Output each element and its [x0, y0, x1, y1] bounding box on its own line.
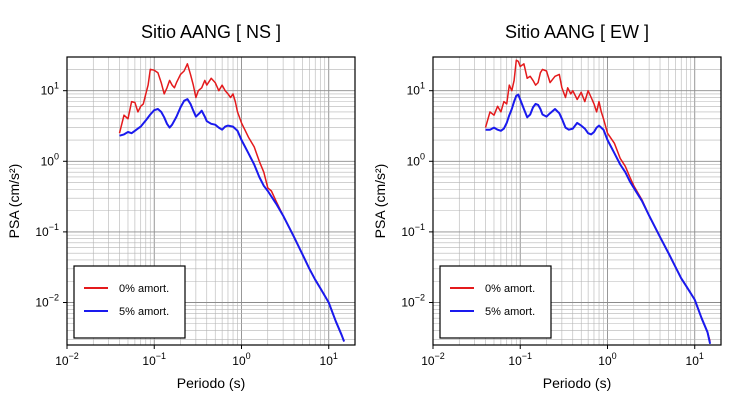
x-tick-label-base: 10 — [598, 354, 612, 368]
x-tick-label: 10−2 — [421, 351, 445, 368]
legend-box — [439, 265, 552, 339]
y-tick-label: 10−2 — [401, 292, 425, 309]
y-tick-label: 10−1 — [35, 222, 59, 239]
x-tick-label-base: 10 — [320, 354, 334, 368]
legend-label-2: 5% amort. — [485, 306, 535, 318]
legend-label-1: 0% amort. — [485, 283, 535, 295]
y-tick-label-exp: −1 — [49, 222, 59, 232]
y-tick-label-exp: −1 — [415, 222, 425, 232]
x-tick-label-base: 10 — [232, 354, 246, 368]
x-tick-label: 101 — [686, 351, 704, 368]
plot-frame — [66, 56, 356, 346]
x-tick-label: 10−1 — [508, 351, 532, 368]
x-tick-label-base: 10 — [55, 354, 69, 368]
x-tick-label-base: 10 — [142, 354, 156, 368]
y-tick-label-exp: −2 — [49, 292, 59, 302]
x-tick-label-exp: −1 — [156, 351, 166, 361]
series-line-2 — [485, 93, 712, 345]
y-tick-label-base: 10 — [401, 225, 415, 239]
y-tick-label-base: 10 — [35, 225, 49, 239]
y-tick-label: 101 — [407, 81, 425, 98]
legend: 0% amort. 5% amort. — [439, 265, 552, 339]
y-tick-label-base: 10 — [407, 84, 421, 98]
x-tick-label: 101 — [320, 351, 338, 368]
x-tick-label-exp: 0 — [612, 351, 617, 361]
x-tick-label-exp: 1 — [333, 351, 338, 361]
chart-title: Sitio AANG [ NS ] — [141, 22, 281, 42]
grid — [66, 56, 356, 345]
y-tick-label-exp: 1 — [54, 81, 59, 91]
y-tick-label-base: 10 — [35, 295, 49, 309]
y-tick-label: 100 — [41, 151, 59, 168]
legend: 0% amort. 5% amort. — [73, 265, 186, 339]
x-tick-label-exp: 0 — [246, 351, 251, 361]
y-tick-label: 10−2 — [35, 292, 59, 309]
series-line-2 — [119, 98, 346, 342]
y-tick-label-base: 10 — [41, 84, 55, 98]
x-tick-label-base: 10 — [686, 354, 700, 368]
x-tick-label-exp: −2 — [435, 351, 445, 361]
x-tick-label: 100 — [598, 351, 616, 368]
y-tick-label-exp: −2 — [415, 292, 425, 302]
x-tick-label-exp: 1 — [699, 351, 704, 361]
x-tick-label: 10−1 — [142, 351, 166, 368]
x-tick-label: 100 — [232, 351, 250, 368]
plot-frame — [432, 56, 722, 346]
x-tick-label-exp: −1 — [522, 351, 532, 361]
y-tick-label-exp: 1 — [420, 81, 425, 91]
y-tick-label-exp: 0 — [420, 151, 425, 161]
y-tick-label-base: 10 — [401, 295, 415, 309]
x-axis-label: Periodo (s) — [177, 375, 245, 391]
y-tick-label-base: 10 — [41, 154, 55, 168]
x-axis-label: Periodo (s) — [543, 375, 611, 391]
y-tick-label: 101 — [41, 81, 59, 98]
y-tick-label: 10−1 — [401, 222, 425, 239]
legend-box — [73, 265, 186, 339]
x-tick-label-base: 10 — [421, 354, 435, 368]
x-tick-label-exp: −2 — [69, 351, 79, 361]
y-tick-label: 100 — [407, 151, 425, 168]
y-axis-label: PSA (cm/s²) — [372, 164, 388, 239]
x-tick-label: 10−2 — [55, 351, 79, 368]
y-tick-label-base: 10 — [407, 154, 421, 168]
legend-label-2: 5% amort. — [119, 306, 169, 318]
chart-title: Sitio AANG [ EW ] — [505, 22, 649, 42]
y-tick-label-exp: 0 — [54, 151, 59, 161]
legend-label-1: 0% amort. — [119, 283, 169, 295]
y-axis-label: PSA (cm/s²) — [6, 164, 22, 239]
x-tick-label-base: 10 — [508, 354, 522, 368]
